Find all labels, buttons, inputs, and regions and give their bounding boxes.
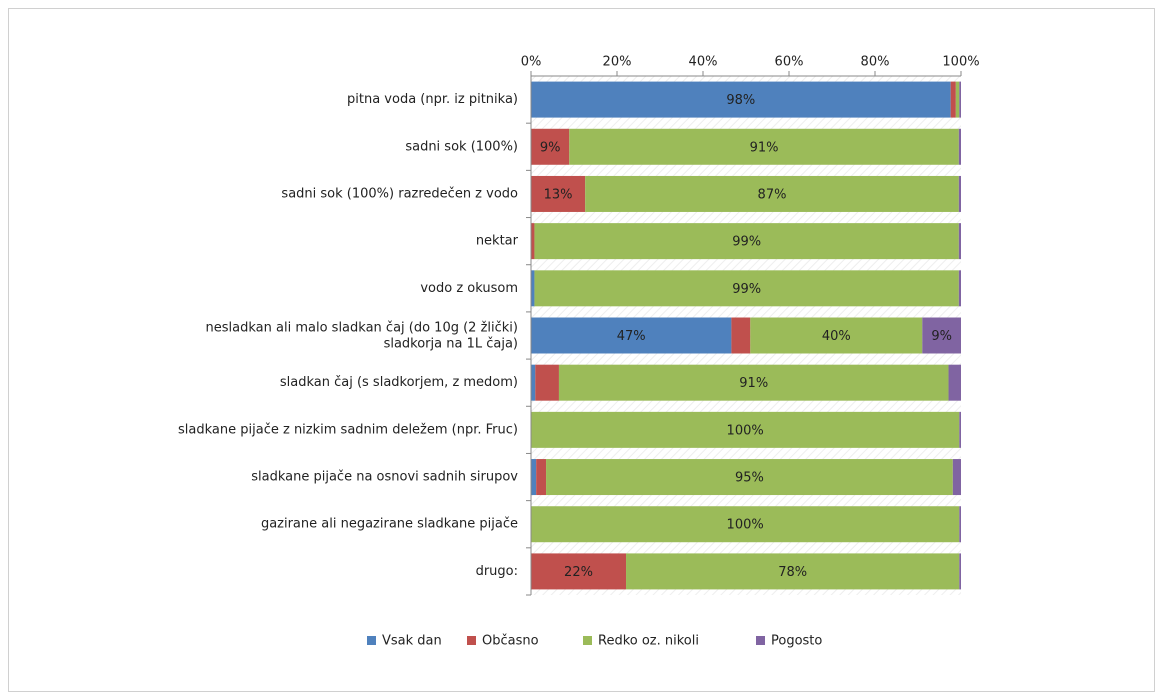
category-label: gazirane ali negazirane sladkane pijače [261,517,518,532]
bar-segment [952,459,961,496]
value-label: 98% [726,93,755,108]
value-label: 22% [564,565,593,580]
bar-segment [958,270,961,307]
x-tick-label: 80% [861,55,890,70]
bar-segment [535,364,559,401]
bar-segment [531,506,960,543]
value-label: 99% [732,235,761,250]
bar-segment [958,128,961,165]
category-label: nektar [476,234,519,249]
legend-swatch [583,636,592,645]
value-label: 40% [822,329,851,344]
bar-segment [531,270,535,307]
bar-segment [626,553,960,590]
category-label: sladkane pijače na osnovi sadnih sirupov [251,470,518,485]
value-label: 9% [540,140,561,155]
bar-segment [922,317,961,354]
category-label: sadni sok (100%) razredečen z vodo [281,186,518,201]
value-label: 47% [617,329,646,344]
bar-segment [531,81,951,118]
value-label: 95% [735,471,764,486]
category-label: drugo: [476,564,518,579]
bar-segment [958,223,961,260]
value-label: 91% [750,140,779,155]
bar-segment [531,364,536,401]
x-tick-label: 20% [603,55,632,70]
bar-segment [948,364,961,401]
bar-segment [531,459,537,496]
bar-segment [959,553,961,590]
value-label: 100% [727,423,764,438]
value-label: 9% [931,329,952,344]
category-label: vodo z okusom [420,281,518,296]
value-label: 87% [758,187,787,202]
bar-segment [959,506,961,543]
x-tick-label: 40% [689,55,718,70]
bar-segment [955,81,960,118]
category-label: nesladkan ali malo sladkan čaj (do 10g (… [206,320,518,351]
bar-segment [531,317,732,354]
bar-segment [959,81,961,118]
bar-segment [959,411,961,448]
bar-segment [569,128,959,165]
bar-segment [534,223,959,260]
value-label: 13% [544,187,573,202]
legend-swatch [756,636,765,645]
bar-segment [536,459,547,496]
bar-segment [585,175,959,212]
bar-segment [534,270,959,307]
category-label: sladkan čaj (s sladkorjem, z medom) [280,375,518,390]
category-label: sladkane pijače z nizkim sadnim deležem … [178,422,518,437]
legend-swatch [467,636,476,645]
value-label: 78% [778,565,807,580]
value-label: 99% [732,282,761,297]
value-label: 100% [727,518,764,533]
category-label: pitna voda (npr. iz pitnika) [347,92,518,107]
bar-segment [950,81,956,118]
bar-segment [546,459,953,496]
legend-swatch [367,636,376,645]
value-label: 91% [739,376,768,391]
bar-segment [531,411,960,448]
bar-segment [731,317,751,354]
legend-label: Vsak dan [382,634,442,649]
legend-label: Pogosto [771,634,822,649]
legend-label: Občasno [482,634,539,649]
x-tick-label: 60% [775,55,804,70]
bar-segment [531,553,627,590]
bar-segment [558,364,949,401]
bar-segment [531,128,570,165]
x-tick-label: 0% [521,55,542,70]
x-tick-label: 100% [942,55,979,70]
category-label: sadni sok (100%) [405,139,518,154]
bar-segment [531,223,535,260]
bar-segment [531,175,586,212]
bar-segment [958,175,961,212]
legend-label: Redko oz. nikoli [598,634,699,649]
bar-segment [750,317,923,354]
